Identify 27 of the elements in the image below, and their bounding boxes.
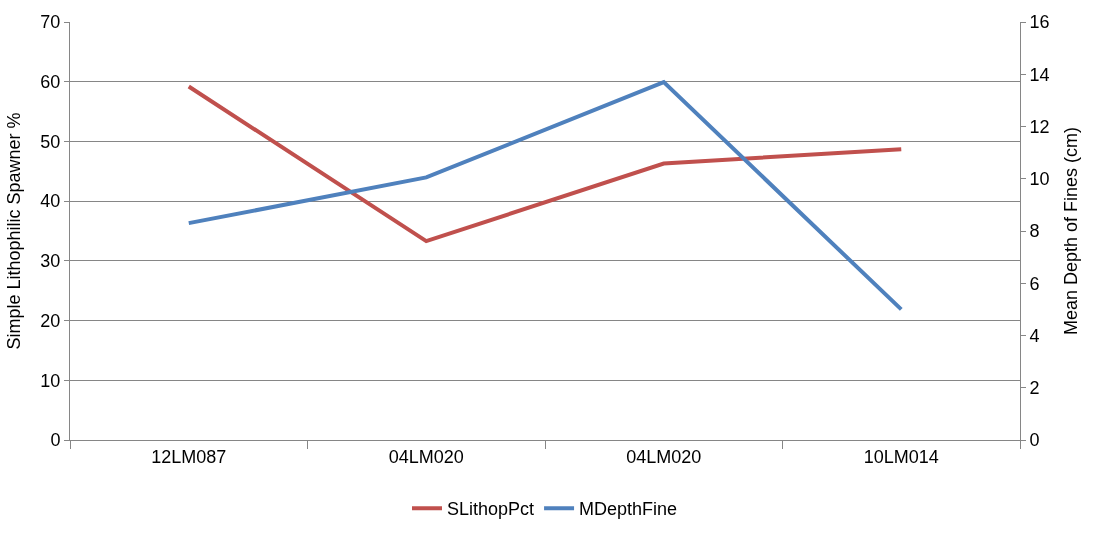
legend-label: MDepthFine: [579, 499, 678, 520]
y2-tick-label: 16: [1029, 12, 1050, 33]
y2-axis-title: Mean Depth of Fines (cm): [1060, 126, 1081, 336]
y-tick-label: 70: [40, 12, 61, 33]
y2-tick-label: 4: [1029, 325, 1040, 346]
y2-tick-label: 10: [1029, 169, 1050, 190]
y2-tick-label: 8: [1029, 221, 1040, 242]
y-tick-label: 50: [40, 131, 61, 152]
y2-tick-label: 2: [1029, 378, 1040, 399]
y-tick-label: 30: [40, 251, 61, 272]
y-tick-label: 40: [40, 191, 61, 212]
legend-label: SLithopPct: [447, 499, 535, 520]
y2-tick-label: 6: [1029, 273, 1040, 294]
x-tick-label: 10LM014: [863, 446, 939, 467]
y2-tick-label: 14: [1029, 64, 1050, 85]
y-axis-title: Simple Lithophilic Spawner %: [3, 112, 24, 350]
y-tick-label: 60: [40, 72, 61, 93]
y2-tick-label: 0: [1029, 430, 1040, 451]
y-tick-label: 10: [40, 370, 61, 391]
x-tick-label: 12LM087: [151, 446, 227, 467]
line-series: [186, 80, 904, 312]
x-tick-label: 04LM020: [388, 446, 464, 467]
y2-tick-label: 12: [1029, 116, 1050, 137]
y-tick-label: 0: [50, 430, 61, 451]
y-tick-label: 20: [40, 310, 61, 331]
line-series: [186, 84, 904, 244]
x-tick-label: 04LM020: [626, 446, 702, 467]
